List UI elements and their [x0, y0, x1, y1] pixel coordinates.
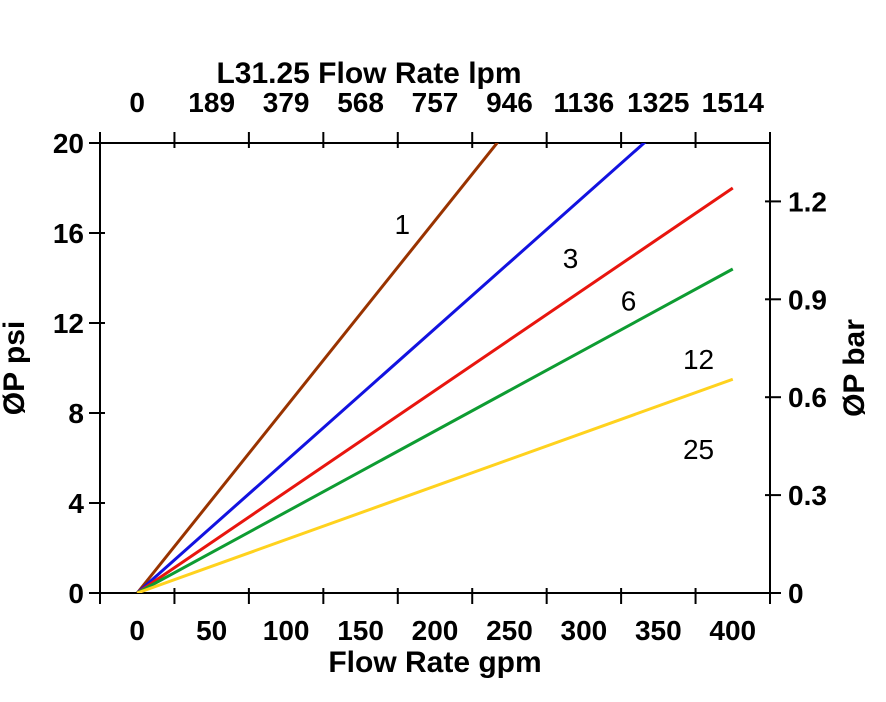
series-line-25: [136, 377, 734, 593]
series-label-3: 3: [563, 243, 579, 274]
x-axis-bottom-tick-label: 200: [412, 615, 459, 646]
y-axis-left-tick-label: 12: [53, 308, 84, 339]
y-axis-left-tick-label: 8: [68, 398, 84, 429]
series-label-6: 6: [621, 286, 637, 317]
x-axis-bottom-tick-label: 50: [196, 615, 227, 646]
y-axis-right-tick-label: 0.6: [788, 382, 827, 413]
series-line-12: [136, 267, 734, 593]
plot-border: [99, 142, 771, 594]
x-axis-top-tick-label: 757: [412, 87, 459, 118]
series-line-3: [136, 143, 647, 593]
y-axis-right-title: ØP bar: [838, 319, 871, 417]
x-axis-bottom-tick-label: 100: [263, 615, 310, 646]
chart-title: L31.25 Flow Rate lpm: [216, 57, 521, 90]
series-label-12: 12: [683, 344, 714, 375]
x-axis-bottom-tick-label: 300: [561, 615, 608, 646]
series-line-1: [136, 143, 499, 593]
y-axis-right-tick-label: 0: [788, 578, 804, 609]
x-axis-top-tick-label: 189: [188, 87, 235, 118]
x-axis-bottom-tick-label: 150: [337, 615, 384, 646]
y-axis-left-title: ØP psi: [0, 321, 31, 415]
y-axis-right-tick-label: 0.3: [788, 480, 827, 511]
y-axis-left-tick-label: 16: [53, 218, 84, 249]
y-axis-left-tick-label: 4: [68, 488, 84, 519]
x-axis-top-tick-label: 1325: [627, 87, 689, 118]
x-axis-title: Flow Rate gpm: [328, 646, 541, 679]
x-axis-top-tick-label: 379: [263, 87, 310, 118]
y-axis-left-tick-label: 0: [68, 578, 84, 609]
series-label-25: 25: [683, 434, 714, 465]
x-axis-bottom-tick-label: 350: [635, 615, 682, 646]
series-label-1: 1: [394, 209, 410, 240]
x-axis-top-tick-label: 1136: [554, 87, 615, 118]
x-axis-bottom-tick-label: 0: [129, 615, 145, 646]
x-axis-bottom-tick-label: 250: [486, 615, 533, 646]
y-axis-right-tick-label: 1.2: [788, 186, 827, 217]
x-axis-top-tick-label: 1514: [702, 87, 765, 118]
series-line-6: [136, 186, 734, 593]
x-axis-top-tick-label: 946: [486, 87, 533, 118]
x-axis-bottom-tick-label: 400: [709, 615, 756, 646]
x-axis-top-tick-label: 568: [337, 87, 384, 118]
y-axis-right-tick-label: 0.9: [788, 284, 827, 315]
x-axis-top-tick-label: 0: [129, 87, 145, 118]
y-axis-left-tick-label: 20: [53, 128, 84, 159]
